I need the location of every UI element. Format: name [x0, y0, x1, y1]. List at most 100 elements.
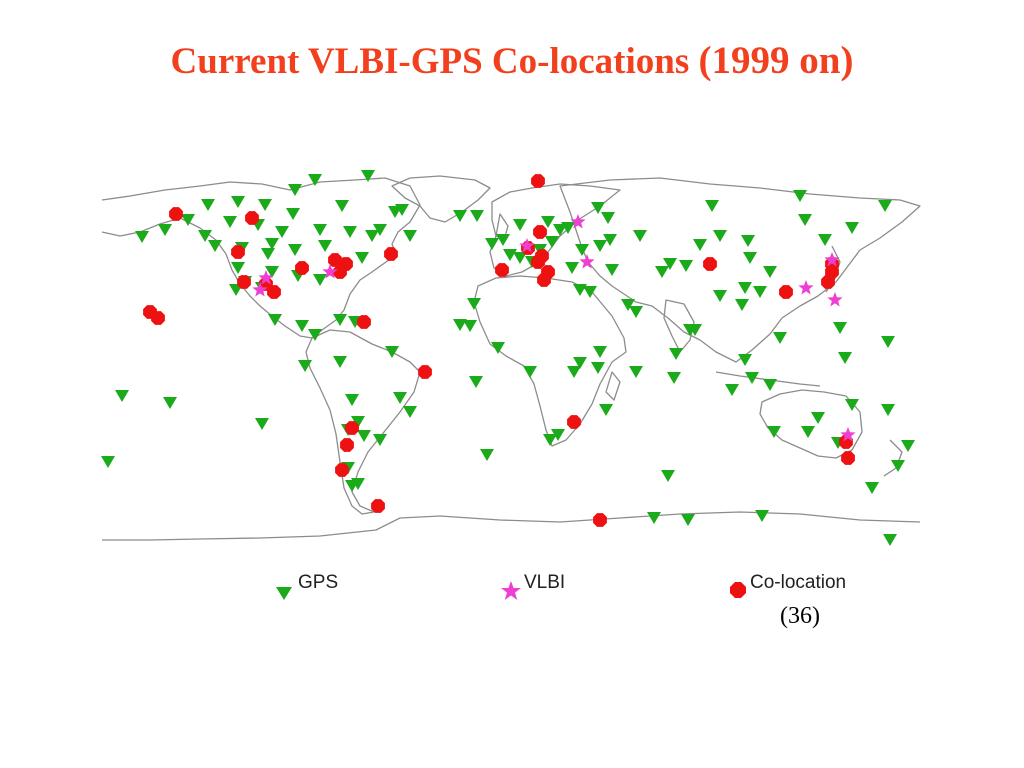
gps-site-marker [523, 366, 537, 378]
gps-site-marker [403, 406, 417, 418]
gps-site-marker [308, 174, 322, 186]
gps-site-marker [655, 266, 669, 278]
gps-site-marker [629, 366, 643, 378]
gps-site-marker [351, 478, 365, 490]
gps-site-marker [601, 212, 615, 224]
gps-site-marker [513, 219, 527, 231]
gps-site-marker [763, 266, 777, 278]
gps-site-marker [575, 244, 589, 256]
colocation-site-marker [703, 257, 717, 271]
gps-site-marker [115, 390, 129, 402]
antarctica-coastline [102, 511, 921, 541]
gps-site-marker [878, 200, 892, 212]
gps-site-marker [681, 514, 695, 526]
gps-site-marker [845, 222, 859, 234]
madagascar-coastline [605, 371, 621, 401]
gps-site-marker [567, 366, 581, 378]
gps-site-marker [365, 230, 379, 242]
colocation-site-marker [531, 174, 545, 188]
gps-site-marker [541, 216, 555, 228]
gps-site-marker [573, 357, 587, 369]
gps-site-marker [395, 204, 409, 216]
gps-site-marker [231, 196, 245, 208]
gps-site-marker [738, 282, 752, 294]
gps-site-marker [755, 510, 769, 522]
coastlines [101, 175, 921, 541]
gps-site-marker [738, 354, 752, 366]
vlbi-site-marker [258, 270, 274, 285]
colocation-site-marker [418, 365, 432, 379]
legend-vlbi-label: VLBI [524, 572, 566, 593]
gps-site-marker [838, 352, 852, 364]
legend-gps-label: GPS [298, 572, 339, 593]
gps-site-marker [101, 456, 115, 468]
colocation-site-marker [779, 285, 793, 299]
gps-site-marker [793, 190, 807, 202]
gps-site-marker [313, 224, 327, 236]
africa-coastline [473, 275, 627, 447]
gps-site-marker [361, 170, 375, 182]
south-asia-peninsula [663, 299, 695, 353]
colocation-octagon-icon [730, 582, 746, 598]
gps-site-marker [275, 226, 289, 238]
gps-site-marker [513, 252, 527, 264]
gps-site-marker [545, 236, 559, 248]
gps-site-marker [288, 184, 302, 196]
colocation-site-marker [841, 451, 855, 465]
colocation-site-marker [537, 273, 551, 287]
gps-site-marker [679, 260, 693, 272]
colocation-site-marker [495, 263, 509, 277]
gps-site-marker [453, 319, 467, 331]
gps-site-marker [591, 362, 605, 374]
legend-vlbi: VLBI [500, 570, 590, 600]
gps-site-marker [333, 356, 347, 368]
gps-site-marker [735, 299, 749, 311]
gps-site-marker [385, 346, 399, 358]
gps-site-marker [201, 199, 215, 211]
gps-site-marker [705, 200, 719, 212]
vlbi-site-marker [579, 254, 595, 269]
legend-gps: GPS [274, 570, 354, 600]
colocation-site-marker [335, 463, 349, 477]
gps-site-marker [480, 449, 494, 461]
gps-site-marker [599, 404, 613, 416]
gps-site-marker [565, 262, 579, 274]
gps-site-marker [261, 248, 275, 260]
gps-site-marker [647, 512, 661, 524]
gps-site-marker [845, 399, 859, 411]
gps-site-marker [753, 286, 767, 298]
gps-triangle-icon [276, 587, 292, 600]
gps-site-marker [551, 429, 565, 441]
legend-colocation-label: Co-location [750, 572, 847, 593]
gps-site-marker [135, 231, 149, 243]
gps-site-marker [313, 274, 327, 286]
gps-site-marker [469, 376, 483, 388]
colocation-count: (36) [780, 603, 820, 629]
greenland-coastline [391, 175, 491, 223]
legend-colocation: Co-location [728, 570, 868, 600]
colocation-site-marker [151, 311, 165, 325]
vlbi-site-marker [519, 238, 535, 253]
colocation-site-marker [567, 415, 581, 429]
south-america-coastline [305, 329, 421, 515]
gps-site-marker [811, 412, 825, 424]
gps-site-marker [335, 200, 349, 212]
gps-site-marker [485, 238, 499, 250]
gps-site-marker [669, 348, 683, 360]
colocation-site-marker [340, 438, 354, 452]
gps-site-marker [181, 214, 195, 226]
gps-site-marker [633, 230, 647, 242]
europe-coastline [489, 183, 621, 277]
gps-site-marker [818, 234, 832, 246]
gps-site-marker [543, 434, 557, 446]
gps-site-marker [223, 216, 237, 228]
gps-site-marker [496, 234, 510, 246]
gps-site-marker [667, 372, 681, 384]
gps-site-marker [343, 226, 357, 238]
gps-site-marker [901, 440, 915, 452]
gps-site-marker [286, 208, 300, 220]
gps-site-marker [833, 322, 847, 334]
colocation-site-marker [328, 253, 342, 267]
vlbi-site-marker [570, 214, 586, 229]
gps-site-marker [713, 290, 727, 302]
